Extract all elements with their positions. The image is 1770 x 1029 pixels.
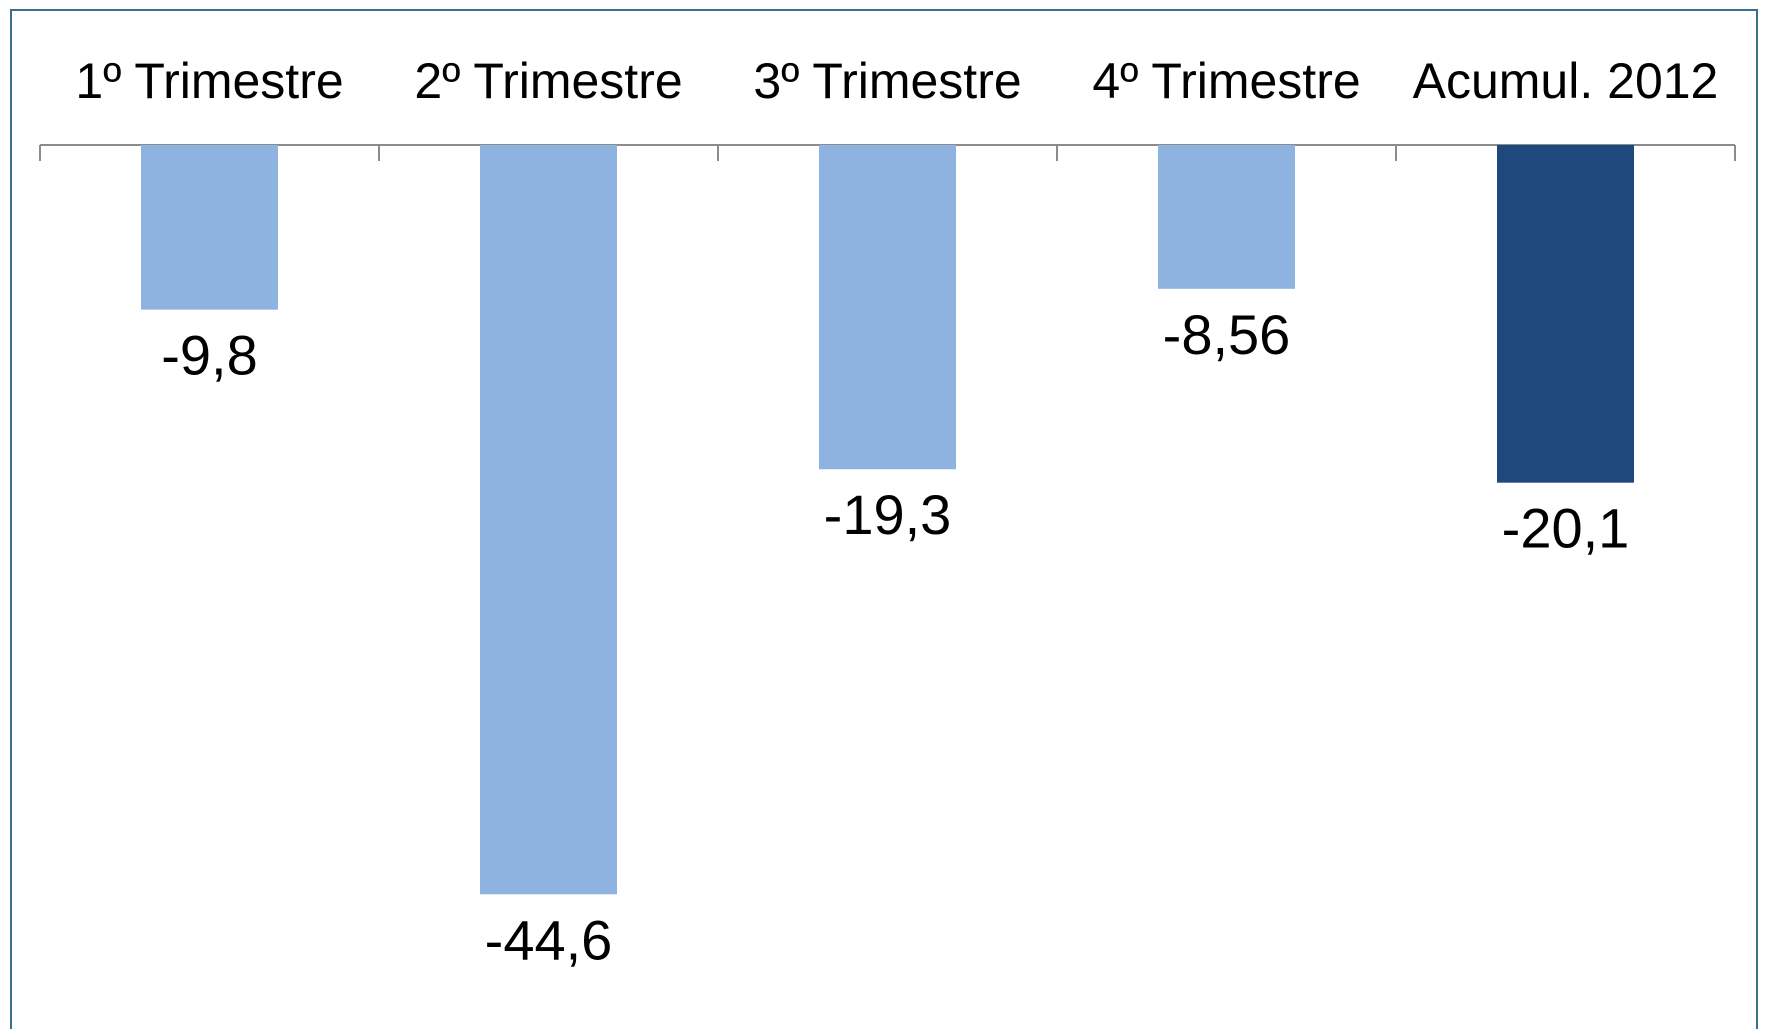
bar [141, 145, 278, 310]
category-label: 4º Trimestre [1092, 53, 1360, 109]
data-label: -9,8 [161, 324, 258, 387]
data-label: -20,1 [1502, 497, 1630, 560]
data-label: -19,3 [824, 483, 952, 546]
bar [819, 145, 956, 470]
labels-layer: 1º Trimestre -9,8 2º Trimestre -44,6 3º Trim… [75, 53, 1718, 971]
category-label: 2º Trimestre [414, 53, 682, 109]
bars-layer [141, 145, 1634, 895]
category-label: 3º Trimestre [753, 53, 1021, 109]
category-label: 1º Trimestre [75, 53, 343, 109]
bar [1158, 145, 1295, 289]
bar [1497, 145, 1634, 483]
data-label: -8,56 [1163, 303, 1291, 366]
bar [480, 145, 617, 895]
category-label: Acumul. 2012 [1413, 53, 1719, 109]
chart-frame [10, 9, 1758, 1029]
data-label: -44,6 [485, 908, 613, 971]
